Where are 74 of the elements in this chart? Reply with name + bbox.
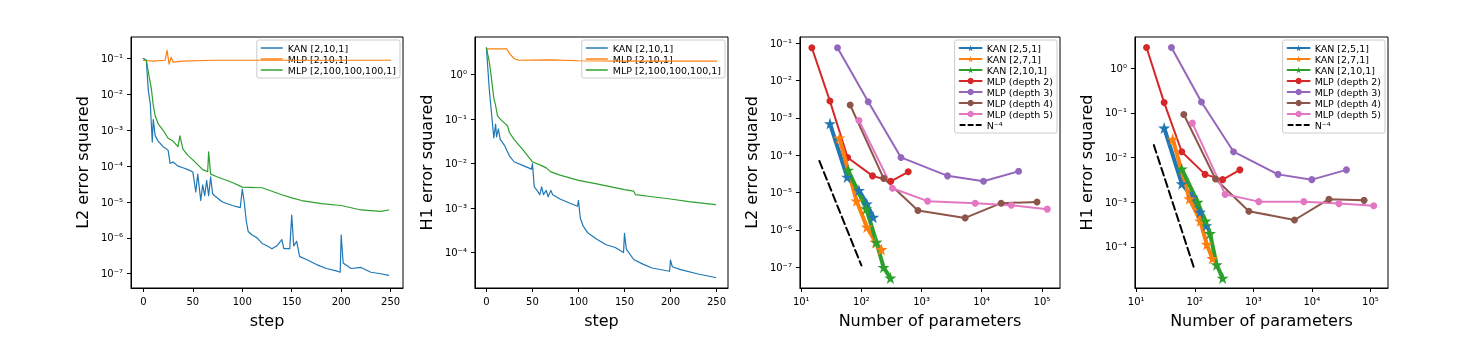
x-tick-label: 10⁵ <box>1033 295 1051 307</box>
x-tick-label: 10¹ <box>1127 295 1145 307</box>
legend-label: MLP [2,100,100,100,1] <box>612 64 721 76</box>
x-tick-label: 50 <box>526 295 539 307</box>
y-tick-label: 10⁻⁵ <box>769 187 792 199</box>
x-tick-label: 10² <box>853 295 870 307</box>
y-tick-label: 10⁻¹ <box>444 113 467 125</box>
x-axis-title: Number of parameters <box>838 310 1022 330</box>
legend-label: KAN [2,10,1] <box>612 42 674 54</box>
y-tick-label: 10⁻⁴ <box>1104 241 1127 253</box>
legend-label: KAN [2,10,1] <box>287 42 349 54</box>
x-tick-label: 10⁴ <box>973 295 991 307</box>
x-tick-label: 10⁵ <box>1362 295 1379 307</box>
y-tick-label: 10⁰ <box>1110 62 1127 74</box>
x-tick-label: 100 <box>568 295 588 307</box>
legend-label: MLP (depth 3) <box>1314 86 1382 98</box>
x-axis-title: step <box>249 310 285 330</box>
legend-label: KAN [2,5,1] <box>1314 42 1369 54</box>
legend-label: KAN [2,5,1] <box>986 42 1041 54</box>
legend-label: MLP [2,100,100,100,1] <box>287 64 396 76</box>
y-tick-label: 10⁻⁴ <box>444 247 467 259</box>
legend-label: MLP (depth 2) <box>1314 75 1382 87</box>
y-tick-label: 10⁻² <box>444 158 467 170</box>
x-tick-label: 200 <box>660 295 681 307</box>
y-tick-label: 10⁻¹ <box>100 53 123 65</box>
x-tick-label: 150 <box>282 295 302 307</box>
x-tick-label: 200 <box>331 295 351 307</box>
y-tick-label: 10⁻⁵ <box>100 196 123 208</box>
y-axis-title: L2 error squared <box>72 96 92 229</box>
y-tick-label: 10⁻³ <box>100 124 123 136</box>
legend-label: KAN [2,7,1] <box>1314 53 1369 65</box>
legend-label: N⁻⁴ <box>1314 119 1331 131</box>
x-tick-label: 250 <box>381 295 401 307</box>
x-tick-label: 100 <box>232 295 252 307</box>
y-tick-label: 10⁻⁷ <box>100 268 123 280</box>
legend-label: MLP (depth 4) <box>986 97 1054 109</box>
y-axis-title: L2 error squared <box>741 96 761 229</box>
y-axis-title: H1 error squared <box>1076 94 1096 231</box>
y-tick-label: 10⁻² <box>100 88 123 100</box>
x-tick-label: 50 <box>186 295 200 307</box>
y-tick-label: 10⁻³ <box>1104 196 1127 208</box>
y-tick-label: 10⁻⁶ <box>769 224 792 236</box>
y-tick-label: 10⁻³ <box>444 202 467 214</box>
x-tick-label: 10³ <box>1244 295 1262 307</box>
x-tick-label: 150 <box>614 295 635 307</box>
legend-label: MLP (depth 4) <box>1314 97 1382 109</box>
x-tick-label: 250 <box>706 295 727 307</box>
x-tick-label: 0 <box>483 295 490 307</box>
y-tick-label: 10⁻¹ <box>1104 107 1127 119</box>
legend-label: KAN [2,10,1] <box>986 64 1047 76</box>
x-tick-label: 0 <box>140 295 147 307</box>
x-axis-title: step <box>584 310 619 330</box>
y-tick-label: 10⁻⁷ <box>769 261 792 273</box>
legend-label: MLP (depth 3) <box>986 86 1054 98</box>
legend-label: MLP (depth 5) <box>986 108 1054 120</box>
x-axis-title: Number of parameters <box>1170 310 1353 330</box>
y-tick-label: 10⁻¹ <box>769 37 792 49</box>
legend-label: N⁻⁴ <box>986 119 1003 131</box>
x-tick-label: 10¹ <box>792 295 810 307</box>
y-tick-label: 10⁻⁴ <box>100 160 123 172</box>
legend-label: MLP (depth 5) <box>1314 108 1382 120</box>
y-tick-label: 10⁻² <box>769 74 792 86</box>
legend-label: KAN [2,10,1] <box>1314 64 1375 76</box>
y-tick-label: 10⁰ <box>450 69 467 81</box>
legend-label: MLP (depth 2) <box>986 75 1054 87</box>
legend-label: KAN [2,7,1] <box>986 53 1041 65</box>
x-tick-label: 10⁴ <box>1303 295 1321 307</box>
x-tick-label: 10² <box>1186 295 1204 307</box>
y-tick-label: 10⁻⁴ <box>769 149 792 161</box>
y-tick-label: 10⁻⁶ <box>100 232 123 244</box>
x-tick-label: 10³ <box>913 295 930 307</box>
y-tick-label: 10⁻² <box>1104 152 1127 164</box>
y-axis-title: H1 error squared <box>416 94 436 231</box>
y-tick-label: 10⁻³ <box>769 112 792 124</box>
